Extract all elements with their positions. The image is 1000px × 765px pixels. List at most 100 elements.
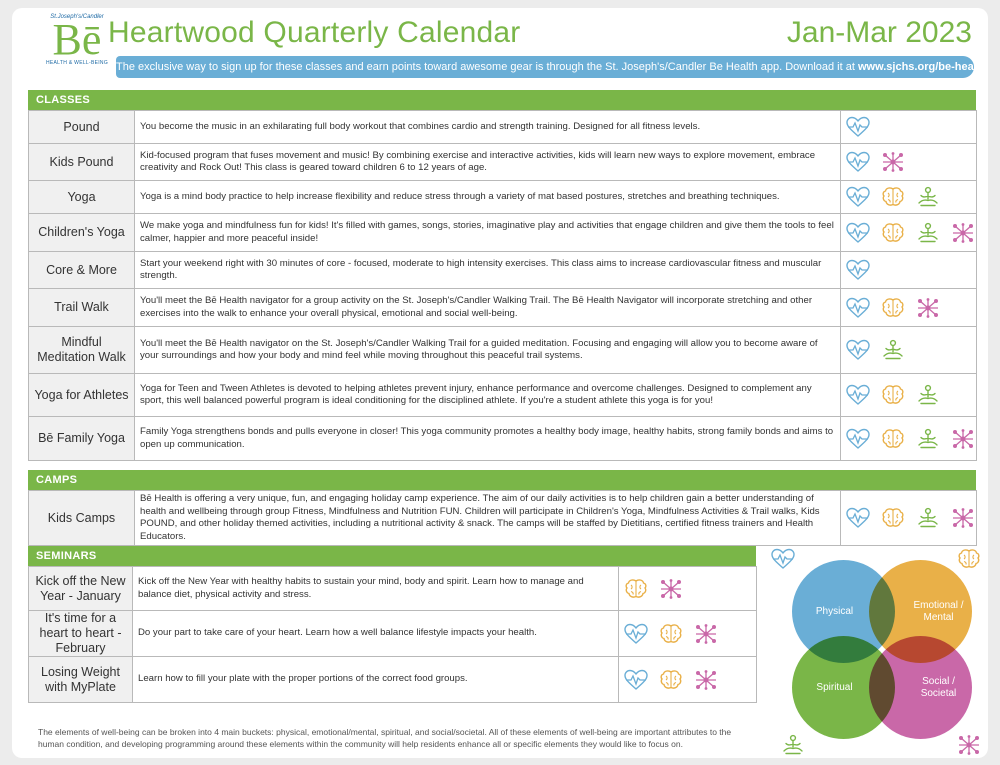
classes-heading: CLASSES: [28, 90, 976, 110]
row-wellbeing-icons: [840, 110, 977, 144]
people-network-icon: [915, 297, 941, 319]
venn-emotional-line2: Mental: [923, 611, 954, 623]
heart-rate-icon: [845, 428, 871, 450]
logo-tagline: St.Joseph's/Candler: [50, 14, 104, 20]
row-wellbeing-icons: [840, 180, 977, 214]
brain-icon: [658, 669, 684, 691]
brain-icon: [880, 186, 906, 208]
heart-rate-icon: [845, 297, 871, 319]
table-row: Yoga for Athletes Yoga for Teen and Tween…: [28, 373, 977, 417]
people-network-icon: [950, 222, 976, 244]
row-description: Bē Health is offering a very unique, fun…: [134, 490, 841, 546]
row-title: Kids Camps: [28, 490, 135, 546]
row-description: You'll meet the Bē Health navigator on t…: [134, 326, 841, 374]
heart-rate-icon: [845, 186, 871, 208]
row-title: It's time for a heart to heart - Februar…: [28, 610, 133, 657]
table-row: Kids Camps Bē Health is offering a very u…: [28, 490, 977, 546]
meditation-icon: [915, 186, 941, 208]
heart-rate-icon: [845, 384, 871, 406]
seminars-table: Kick off the New Year - January Kick off …: [28, 566, 757, 703]
brain-icon: [658, 623, 684, 645]
heart-rate-icon: [845, 222, 871, 244]
banner-link[interactable]: www.sjchs.org/be-health.: [857, 61, 974, 73]
be-health-logo: St.Joseph's/Candler Bē HEALTH & WELL-BEI…: [46, 14, 108, 84]
row-wellbeing-icons: [840, 490, 977, 546]
row-description: Yoga for Teen and Tween Athletes is devo…: [134, 373, 841, 417]
people-network-icon: [950, 507, 976, 529]
banner-text: The exclusive way to sign up for these c…: [116, 61, 855, 73]
row-title: Kids Pound: [28, 143, 135, 181]
venn-social-label: Social / Societal: [903, 676, 957, 700]
quarter-dates: Jan-Mar 2023: [786, 16, 972, 49]
heart-rate-icon: [623, 623, 649, 645]
table-row: Losing Weight with MyPlate Learn how to f…: [28, 656, 757, 703]
brain-icon: [880, 297, 906, 319]
row-description: Yoga is a mind body practice to help inc…: [134, 180, 841, 214]
logo-subtext: HEALTH & WELL-BEING: [46, 60, 109, 66]
brain-icon: [880, 507, 906, 529]
table-row: Kids Pound Kid-focused program that fuses…: [28, 143, 977, 181]
venn-social: Social / Societal: [869, 636, 972, 739]
table-row: Trail Walk You'll meet the Bē Health navi…: [28, 288, 977, 327]
heart-rate-icon: [623, 669, 649, 691]
table-row: Pound You become the music in an exhilara…: [28, 110, 977, 144]
meditation-icon: [915, 428, 941, 450]
people-network-icon: [950, 428, 976, 450]
table-row: Children's Yoga We make yoga and mindfuln…: [28, 213, 977, 252]
calendar-page: St.Joseph's/Candler Bē HEALTH & WELL-BEI…: [12, 8, 988, 758]
row-description: Family Yoga strengthens bonds and pulls …: [134, 416, 841, 461]
page-title: Heartwood Quarterly Calendar: [108, 16, 521, 49]
row-wellbeing-icons: [618, 566, 757, 611]
row-title: Pound: [28, 110, 135, 144]
row-title: Losing Weight with MyPlate: [28, 656, 133, 703]
row-description: Do your part to take care of your heart.…: [132, 610, 619, 657]
people-network-icon: [880, 151, 906, 173]
row-description: Start your weekend right with 30 minutes…: [134, 251, 841, 289]
venn-social-line2: Societal: [920, 687, 957, 699]
meditation-icon: [915, 384, 941, 406]
camps-table: Kids Camps Bē Health is offering a very u…: [28, 490, 977, 546]
people-network-icon: [658, 578, 684, 600]
row-wellbeing-icons: [840, 373, 977, 417]
wellbeing-venn-diagram: Physical Emotional / Mental Spiritual Soc…: [770, 548, 990, 763]
heart-rate-icon: [770, 548, 796, 570]
row-title: Yoga for Athletes: [28, 373, 135, 417]
table-row: It's time for a heart to heart - Februar…: [28, 610, 757, 657]
table-row: Kick off the New Year - January Kick off …: [28, 566, 757, 611]
row-title: Bē Family Yoga: [28, 416, 135, 461]
people-network-icon: [956, 734, 982, 756]
venn-social-line1: Social /: [922, 675, 955, 687]
venn-physical-label: Physical: [815, 605, 854, 617]
signup-banner: The exclusive way to sign up for these c…: [116, 56, 974, 78]
logo-mark: Bē: [52, 15, 102, 64]
row-wellbeing-icons: [840, 288, 977, 327]
people-network-icon: [693, 669, 719, 691]
venn-emotional-line1: Emotional /: [913, 599, 964, 611]
footer-note: The elements of well-being can be broken…: [38, 727, 732, 749]
heart-rate-icon: [845, 507, 871, 529]
row-wellbeing-icons: [840, 416, 977, 461]
brain-icon: [880, 384, 906, 406]
meditation-icon: [915, 222, 941, 244]
venn-spiritual-label: Spiritual: [816, 681, 853, 693]
people-network-icon: [693, 623, 719, 645]
heart-rate-icon: [845, 116, 871, 138]
row-title: Core & More: [28, 251, 135, 289]
meditation-icon: [780, 734, 806, 756]
brain-icon: [880, 428, 906, 450]
camps-heading: CAMPS: [28, 470, 976, 490]
meditation-icon: [915, 507, 941, 529]
row-wellbeing-icons: [618, 610, 757, 657]
row-description: Learn how to fill your plate with the pr…: [132, 656, 619, 703]
venn-emotional-label: Emotional / Mental: [895, 600, 963, 624]
row-title: Mindful Meditation Walk: [28, 326, 135, 374]
brain-icon: [956, 548, 982, 570]
table-row: Yoga Yoga is a mind body practice to help…: [28, 180, 977, 214]
row-wellbeing-icons: [840, 251, 977, 289]
row-title: Children's Yoga: [28, 213, 135, 252]
table-row: Mindful Meditation Walk You'll meet the B…: [28, 326, 977, 374]
row-wellbeing-icons: [840, 326, 977, 374]
row-description: Kick off the New Year with healthy habit…: [132, 566, 619, 611]
seminars-heading: SEMINARS: [28, 546, 756, 566]
heart-rate-icon: [845, 339, 871, 361]
